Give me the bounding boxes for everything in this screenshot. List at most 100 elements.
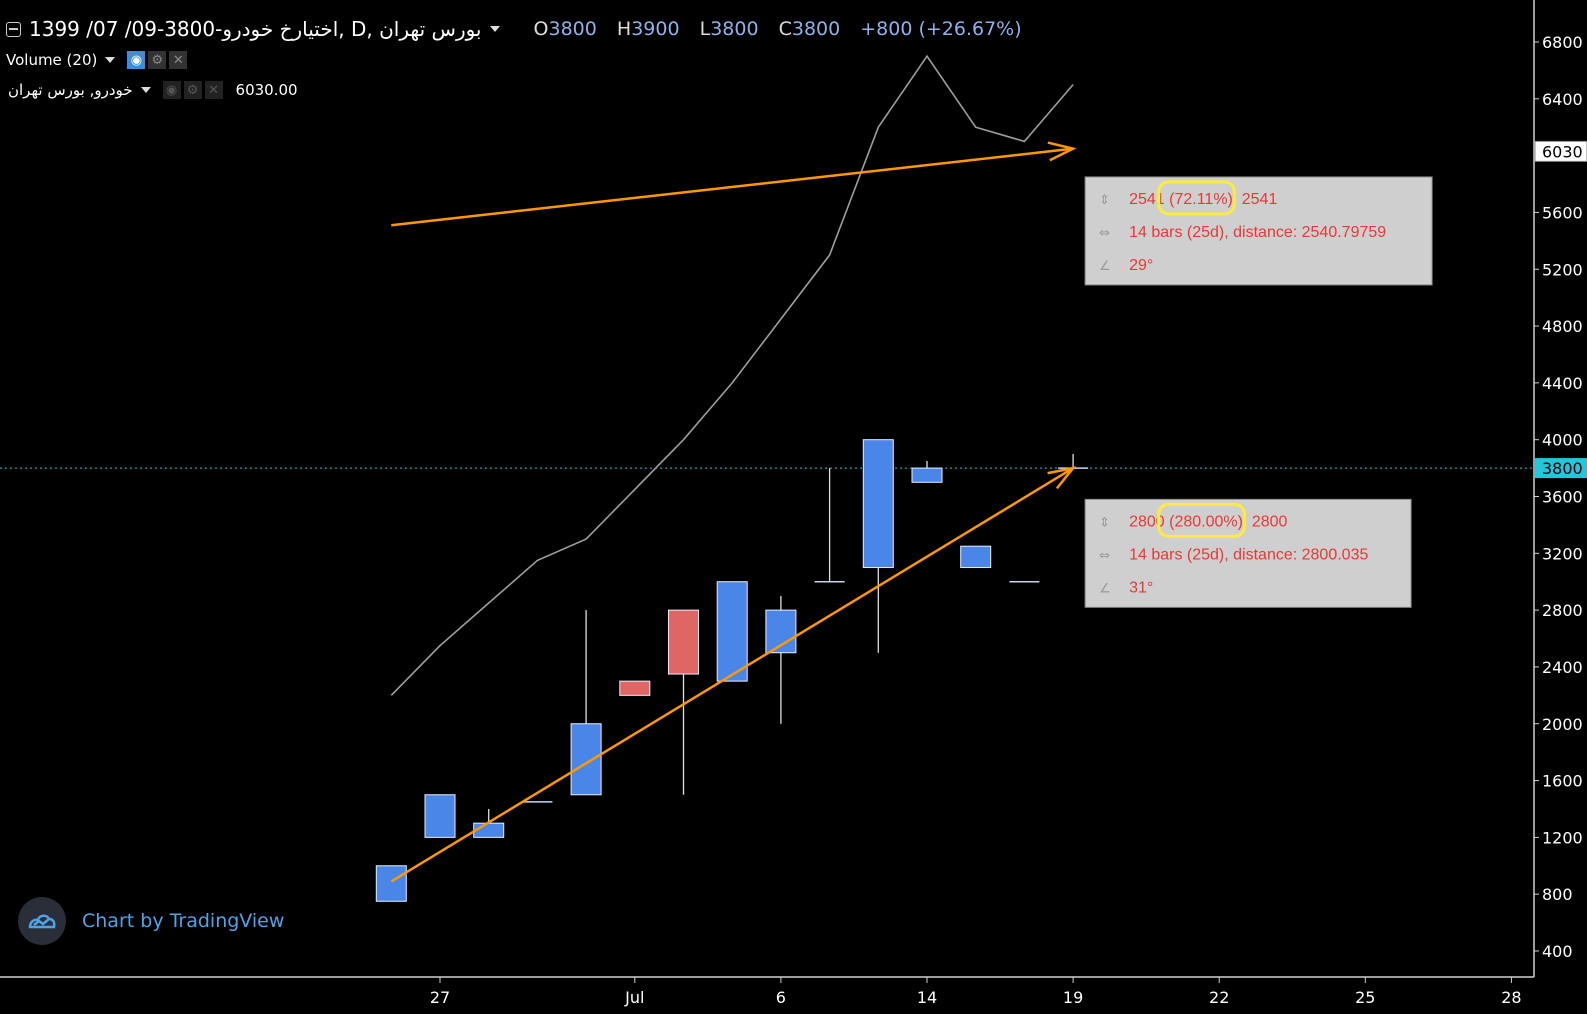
angle-icon: ∠	[1099, 259, 1111, 274]
price-axis-label: 1200	[1542, 828, 1583, 847]
measure-box-bg	[1084, 498, 1412, 608]
candle	[424, 794, 456, 838]
ohlc-values: O3800 H3900 L3800 C3800	[534, 18, 855, 40]
price-axis-label: 2000	[1542, 715, 1583, 734]
chevron-down-icon[interactable]	[105, 57, 116, 63]
candle	[668, 609, 699, 795]
percent-highlight	[1157, 502, 1247, 538]
close-value: 3800	[791, 18, 841, 40]
candle	[814, 468, 845, 583]
time-axis-label: 25	[1355, 988, 1375, 1007]
chevron-down-icon[interactable]	[140, 87, 151, 93]
measure-line-0: 2541 (72.11%), 2541	[1129, 191, 1277, 208]
eye-icon[interactable]: ◉	[127, 51, 146, 69]
low-label: L	[699, 18, 711, 40]
close-label: C	[778, 18, 792, 40]
price-change: +800 (+26.67%)	[860, 18, 1022, 40]
gear-icon[interactable]: ⚙	[183, 81, 202, 99]
price-axis-label: 6400	[1542, 90, 1583, 109]
candle-body	[619, 680, 651, 696]
measure-info-box: ⇕ 2800 (280.00%), 2800 ⇔ 14 bars (25d), dis…	[1084, 498, 1412, 608]
compare-legend: خودرو, بورس تهران ◉ ⚙ ✕ 6030.00	[8, 78, 298, 102]
candle-body	[668, 609, 699, 675]
candle	[375, 865, 407, 902]
candle	[1058, 453, 1089, 469]
compare-price-label: 6030	[1542, 142, 1583, 161]
percent-highlight	[1157, 180, 1236, 216]
price-axis-label: 1600	[1542, 772, 1583, 791]
measure-box-bg	[1084, 176, 1433, 286]
price-axis-label: 3600	[1542, 488, 1583, 507]
price-axis-label: 2400	[1542, 658, 1583, 677]
candle-body	[473, 822, 505, 838]
main-legend: 1399 /07 /09-3800-اختیارخ خودرو, D, بورس…	[6, 14, 1022, 44]
bars-range-icon: ⇔	[1099, 548, 1110, 563]
measure-line-2: 31°	[1129, 579, 1153, 596]
price-axis-label: 5200	[1542, 260, 1583, 279]
compare-series-line	[390, 54, 1074, 696]
compare-value: 6030.00	[235, 81, 298, 99]
time-axis-label: 19	[1063, 988, 1083, 1007]
price-axis-label: 800	[1542, 885, 1573, 904]
price-axis-label: 5600	[1542, 203, 1583, 222]
candle-body	[375, 865, 407, 902]
tradingview-logo[interactable]: Chart by TradingView	[18, 897, 284, 945]
candle	[716, 581, 748, 682]
time-axis-label: 28	[1501, 988, 1521, 1007]
candle	[765, 595, 797, 724]
candle	[862, 439, 894, 653]
measure-line-1: 14 bars (25d), distance: 2540.79759	[1129, 224, 1386, 241]
price-axis-label: 4800	[1542, 317, 1583, 336]
open-label: O	[533, 18, 549, 40]
measure-line-0: 2800 (280.00%), 2800	[1129, 513, 1287, 530]
price-axis-label: 4400	[1542, 374, 1583, 393]
tradingview-label: Chart by TradingView	[82, 910, 285, 932]
candle-body	[570, 723, 602, 796]
candle	[911, 460, 943, 483]
trend-arrow-head	[1047, 466, 1077, 490]
time-axis-label: 27	[430, 988, 450, 1007]
collapse-legend-icon[interactable]	[6, 21, 21, 37]
candle-body	[716, 581, 748, 682]
candle	[619, 680, 651, 696]
high-value: 3900	[631, 18, 680, 40]
angle-icon: ∠	[1099, 581, 1111, 596]
candle-body	[960, 545, 992, 569]
price-axis-label: 4000	[1542, 431, 1583, 450]
chevron-down-icon[interactable]	[489, 26, 500, 32]
candle	[570, 610, 602, 796]
low-value: 3800	[710, 18, 759, 40]
tradingview-cloud-icon	[18, 897, 66, 945]
measure-line-2: 29°	[1129, 257, 1153, 274]
last-price-badge	[1535, 458, 1587, 479]
time-axis-label: 6	[776, 988, 786, 1007]
gear-icon[interactable]: ⚙	[148, 51, 167, 69]
volume-label[interactable]: Volume (20)	[6, 51, 98, 69]
price-axis-label: 2800	[1542, 601, 1583, 620]
volume-legend: Volume (20) ◉ ⚙ ✕	[6, 48, 190, 72]
price-axis-label: 3200	[1542, 544, 1583, 563]
candle-body	[424, 794, 456, 838]
price-axis-label: 6800	[1542, 33, 1583, 52]
price-axis-label: 400	[1542, 942, 1573, 961]
open-value: 3800	[548, 18, 597, 40]
candle-body	[911, 467, 943, 483]
close-icon[interactable]: ✕	[169, 51, 188, 69]
trend-arrow-line	[391, 147, 1074, 227]
time-axis-label: 14	[917, 988, 937, 1007]
candle	[960, 545, 992, 569]
compare-symbol-label[interactable]: خودرو, بورس تهران	[8, 81, 133, 99]
price-range-icon: ⇕	[1099, 193, 1110, 208]
last-price-label: 3800	[1542, 459, 1583, 478]
eye-icon[interactable]: ◉	[162, 81, 181, 99]
bars-range-icon: ⇔	[1099, 226, 1110, 241]
close-icon[interactable]: ✕	[204, 81, 223, 99]
trend-arrow-line	[390, 467, 1074, 883]
symbol-title[interactable]: 1399 /07 /09-3800-اختیارخ خودرو, D, بورس…	[29, 17, 482, 41]
high-label: H	[616, 18, 632, 40]
trend-arrow-head	[1047, 141, 1077, 162]
price-range-icon: ⇕	[1099, 515, 1110, 530]
candle-body	[862, 439, 894, 569]
time-axis-label: 22	[1209, 988, 1229, 1007]
